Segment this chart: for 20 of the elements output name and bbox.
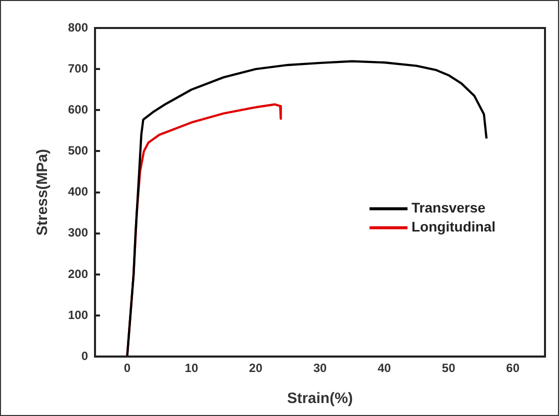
y-tick-label: 800 (68, 20, 88, 34)
x-tick-label: 10 (184, 361, 198, 376)
x-tick-label: 50 (442, 361, 456, 376)
x-tick-label: 60 (506, 361, 520, 376)
y-tick-label: 700 (68, 61, 88, 76)
x-tick-label: 40 (378, 361, 392, 376)
y-tick-label: 100 (68, 308, 88, 322)
y-axis-title: Stress(MPa) (34, 148, 52, 236)
x-tick-label: 30 (313, 361, 328, 376)
y-tick-label: 300 (68, 226, 88, 240)
legend-label: Longitudinal (412, 218, 496, 235)
y-tick-label: 600 (68, 102, 88, 116)
y-tick-label: 500 (68, 144, 88, 158)
y-tick-label: 200 (68, 266, 88, 281)
y-tick-label: 400 (68, 184, 88, 199)
y-tick-label: 0 (81, 348, 88, 363)
x-tick-label: 20 (249, 361, 263, 376)
x-axis-title: Strain(%) (287, 390, 353, 408)
x-tick-label: 0 (124, 361, 131, 376)
legend-label: Transverse (412, 200, 486, 216)
